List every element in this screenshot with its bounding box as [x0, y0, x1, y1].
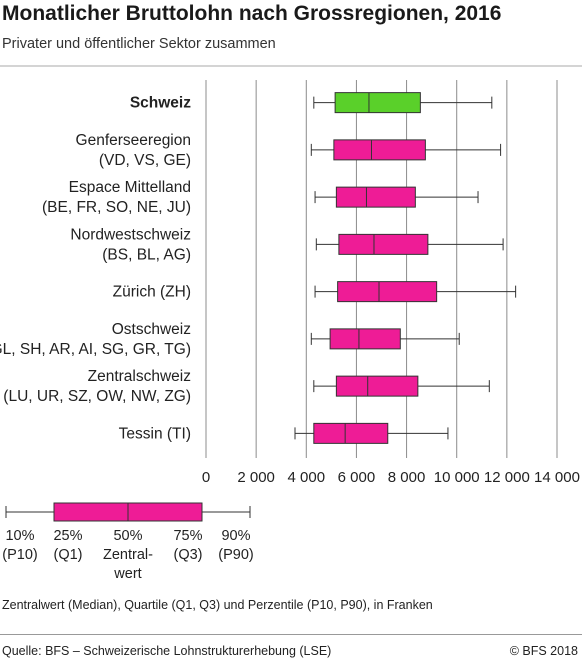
x-axis: 0 2 000 4 000 6 000 8 000 10 000 12 000 14 000: [202, 469, 580, 486]
category-label: Espace Mittelland: [69, 179, 191, 196]
x-tick-label: 10 000: [434, 469, 480, 486]
legend-label: 25%: [53, 528, 82, 544]
box-7: [294, 422, 449, 444]
box-6: [313, 375, 490, 397]
chart-subtitle: Privater und öffentlicher Sektor zusamme…: [2, 36, 276, 52]
box-series: [294, 92, 517, 444]
footer-divider: [0, 634, 582, 635]
boxplot-chart: Schweiz Genferseeregion (VD, VS, GE) Espace…: [0, 65, 582, 582]
legend-label: 50%: [113, 528, 142, 544]
box-1: [310, 139, 502, 161]
x-tick-label: 14 000: [534, 469, 580, 486]
box-iqr: [329, 328, 401, 350]
category-label: Genferseeregion: [76, 132, 191, 149]
category-label: Tessin (TI): [119, 425, 191, 442]
box-5: [310, 328, 460, 350]
x-tick-label: 8 000: [388, 469, 426, 486]
legend-label: (Q3): [174, 547, 203, 563]
legend-label: (P10): [2, 547, 37, 563]
grid-lines: [205, 80, 558, 458]
box-iqr: [335, 186, 416, 208]
category-label: (LU, UR, SZ, OW, NW, ZG): [3, 388, 191, 405]
legend-label: 10%: [5, 528, 34, 544]
box-iqr: [333, 139, 426, 161]
box-iqr: [313, 422, 389, 444]
legend-label: Zentral-: [103, 547, 153, 563]
box-4: [314, 281, 517, 303]
legend-label: wert: [113, 566, 141, 582]
x-tick-label: 2 000: [237, 469, 275, 486]
box-iqr: [337, 281, 438, 303]
category-label: (BS, BL, AG): [102, 246, 191, 263]
category-label: Nordwestschweiz: [70, 226, 191, 243]
category-label: Ostschweiz: [112, 321, 191, 338]
category-label: (BE, FR, SO, NE, JU): [42, 199, 191, 216]
category-labels: Schweiz Genferseeregion (VD, VS, GE) Espace…: [0, 95, 191, 443]
category-label: Zentralschweiz: [88, 368, 191, 385]
legend-label: (Q1): [54, 547, 83, 563]
category-label: (VD, VS, GE): [99, 152, 191, 169]
legend: 10% (P10) 25% (Q1) 50% Zentral-wert 75% (Q3) 90%…: [2, 502, 254, 582]
copyright-text: © BFS 2018: [509, 644, 578, 658]
category-label: (GL, SH, AR, AI, SG, GR, TG): [0, 341, 191, 358]
x-tick-label: 12 000: [484, 469, 530, 486]
legend-label: 75%: [173, 528, 202, 544]
category-label: Schweiz: [130, 95, 191, 112]
source-text: Quelle: BFS – Schweizerische Lohnstruktu…: [2, 644, 332, 658]
category-label: Zürich (ZH): [113, 284, 191, 301]
box-3: [315, 233, 504, 255]
box-iqr: [335, 375, 419, 397]
chart-note: Zentralwert (Median), Quartile (Q1, Q3) …: [2, 598, 433, 612]
x-tick-label: 0: [202, 469, 210, 486]
x-tick-label: 4 000: [288, 469, 326, 486]
x-tick-label: 6 000: [338, 469, 376, 486]
box-2: [314, 186, 479, 208]
box-iqr: [334, 92, 421, 114]
legend-label: (P90): [218, 547, 253, 563]
chart-title: Monatlicher Bruttolohn nach Grossregione…: [2, 2, 502, 25]
box-0: [313, 92, 493, 114]
box-iqr: [338, 233, 429, 255]
legend-label: 90%: [221, 528, 250, 544]
